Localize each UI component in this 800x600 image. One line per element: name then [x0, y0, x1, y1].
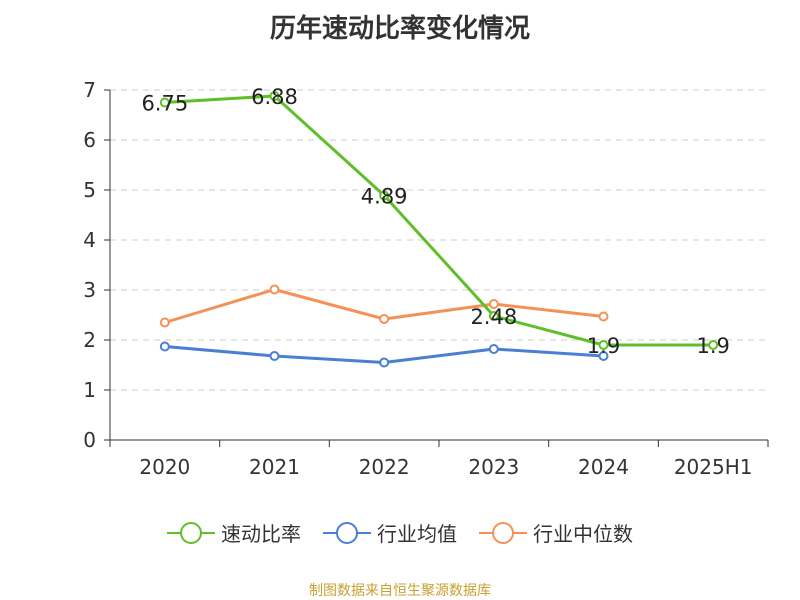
legend-marker-icon — [479, 521, 527, 544]
x-tick-label: 2021 — [249, 455, 300, 479]
data-label: 6.75 — [141, 92, 188, 116]
y-tick-label: 0 — [83, 428, 96, 452]
data-point — [598, 351, 609, 361]
data-label: 1.9 — [587, 334, 620, 358]
data-point — [159, 317, 170, 328]
x-tick-label: 2023 — [468, 455, 519, 479]
data-label: 4.89 — [361, 185, 408, 209]
legend-item[interactable]: 速动比率 — [167, 518, 301, 547]
series-line — [164, 94, 714, 347]
data-point — [488, 311, 499, 321]
y-tick-label: 3 — [83, 278, 96, 302]
axes: 0 1 2 3 4 5 6 7 2020 2021 2022 2023 2024 2025H1 — [83, 78, 769, 479]
data-point — [269, 284, 280, 295]
y-tick-label: 4 — [83, 228, 96, 252]
data-point — [598, 311, 609, 322]
data-label: 2.48 — [470, 305, 517, 329]
data-labels: 6.75 6.88 4.89 2.48 1.9 1.9 — [141, 85, 729, 358]
data-point — [269, 351, 280, 361]
x-tick-label: 2022 — [359, 455, 410, 479]
data-point — [269, 91, 280, 101]
data-point — [488, 299, 499, 309]
legend-marker-icon — [323, 521, 371, 544]
data-point — [488, 344, 499, 354]
data-point — [379, 190, 390, 201]
data-point — [159, 341, 170, 352]
legend: 速动比率 行业均值 行业中位数 — [0, 518, 800, 547]
data-point — [159, 97, 170, 108]
y-tick-label: 7 — [83, 78, 96, 102]
legend-marker-icon — [167, 521, 215, 544]
x-tick-label: 2024 — [578, 455, 629, 479]
legend-item[interactable]: 行业均值 — [323, 518, 457, 547]
data-point — [379, 314, 390, 324]
y-tick-label: 5 — [83, 178, 96, 202]
data-label: 6.88 — [251, 85, 298, 109]
legend-label: 行业均值 — [377, 522, 457, 546]
legend-label: 速动比率 — [221, 522, 301, 546]
source-note: 制图数据来自恒生聚源数据库 — [309, 583, 491, 599]
series — [159, 91, 719, 368]
data-point — [708, 340, 719, 350]
y-tick-label: 1 — [83, 378, 96, 402]
chart-title: 历年速动比率变化情况 — [269, 14, 530, 44]
x-tick-label: 2025H1 — [674, 455, 753, 479]
data-label: 1.9 — [696, 334, 729, 358]
y-tick-label: 2 — [83, 328, 96, 352]
legend-label: 行业中位数 — [533, 522, 633, 546]
x-tick-label: 2020 — [139, 455, 190, 479]
data-point — [379, 357, 390, 368]
legend-item[interactable]: 行业中位数 — [479, 518, 633, 547]
y-tick-label: 6 — [83, 128, 96, 152]
data-point — [598, 340, 609, 350]
